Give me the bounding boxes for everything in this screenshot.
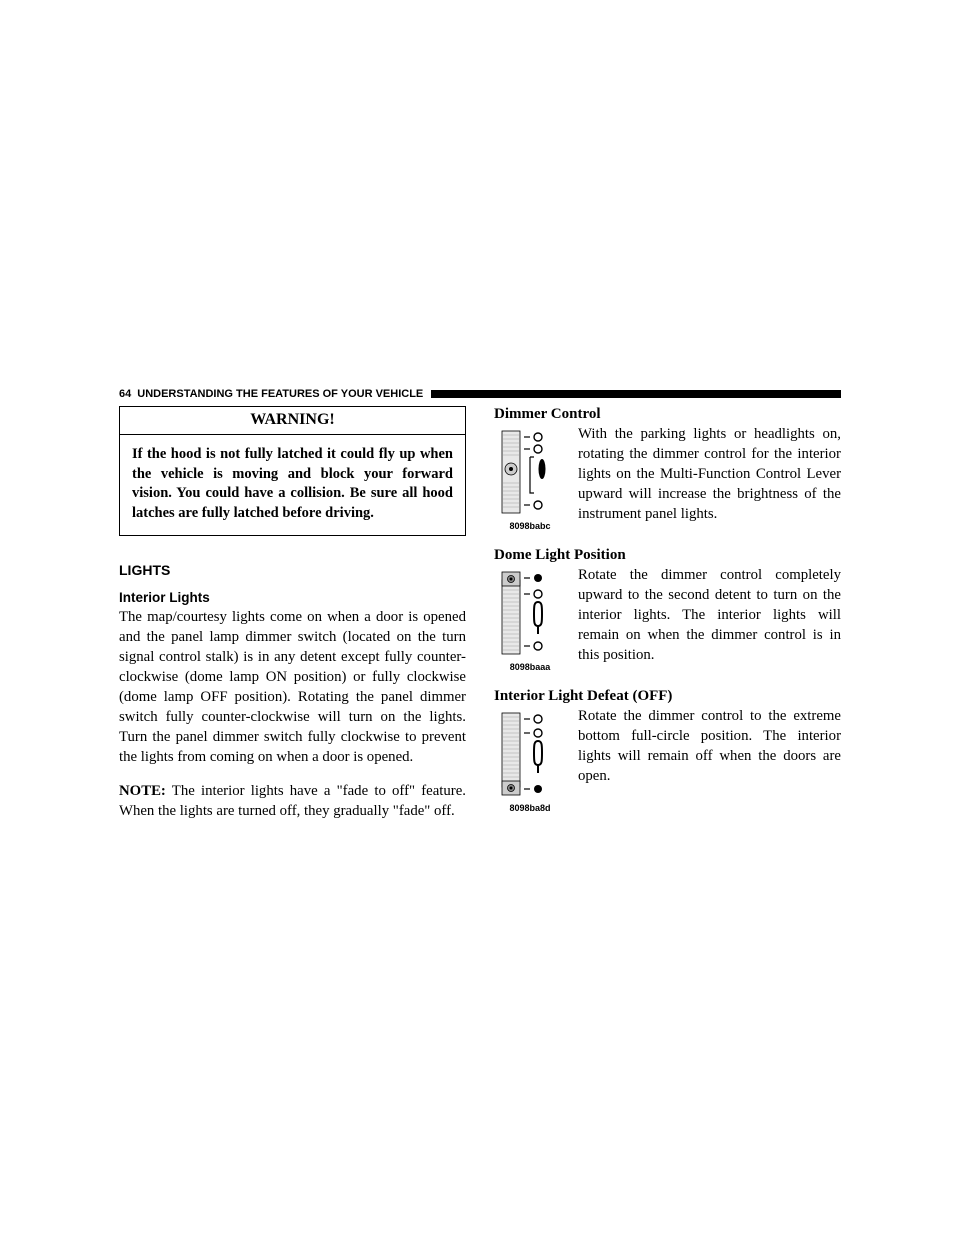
- defeat-row: 8098ba8d Rotate the dimmer control to th…: [494, 707, 841, 813]
- heading-dimmer-control: Dimmer Control: [494, 406, 841, 423]
- dimmer-row: 8098babc With the parking lights or head…: [494, 425, 841, 531]
- left-column: WARNING! If the hood is not fully latche…: [119, 406, 466, 829]
- note-block: NOTE: The interior lights have a "fade t…: [119, 782, 466, 822]
- content-columns: WARNING! If the hood is not fully latche…: [119, 406, 841, 829]
- interior-lights-body: The map/courtesy lights come on when a d…: [119, 608, 466, 768]
- warning-title: WARNING!: [250, 411, 334, 428]
- page-number: 64: [119, 388, 131, 400]
- defeat-body: Rotate the dimmer control to the extreme…: [578, 707, 841, 787]
- note-body: The interior lights have a "fade to off"…: [119, 783, 466, 819]
- page-header: 64 UNDERSTANDING THE FEATURES OF YOUR VE…: [119, 388, 841, 400]
- dome-row: 8098baaa Rotate the dimmer control compl…: [494, 566, 841, 672]
- heading-interior-lights: Interior Lights: [119, 590, 466, 605]
- dimmer-diagram: 8098babc: [494, 425, 566, 531]
- dome-caption: 8098baaa: [510, 662, 551, 672]
- defeat-caption: 8098ba8d: [509, 803, 550, 813]
- section-title: UNDERSTANDING THE FEATURES OF YOUR VEHIC…: [137, 388, 423, 400]
- right-column: Dimmer Control: [494, 406, 841, 829]
- dome-light-icon: [494, 566, 566, 660]
- heading-defeat: Interior Light Defeat (OFF): [494, 688, 841, 705]
- warning-title-row: WARNING!: [120, 407, 465, 435]
- defeat-icon: [494, 707, 566, 801]
- dimmer-control-icon: [494, 425, 566, 519]
- defeat-section: Interior Light Defeat (OFF): [494, 688, 841, 813]
- warning-body: If the hood is not fully latched it coul…: [120, 435, 465, 535]
- header-rule: [431, 390, 841, 398]
- document-page: 64 UNDERSTANDING THE FEATURES OF YOUR VE…: [0, 0, 954, 829]
- heading-lights: LIGHTS: [119, 562, 466, 578]
- dimmer-body: With the parking lights or headlights on…: [578, 425, 841, 525]
- dome-light-section: Dome Light Position: [494, 547, 841, 672]
- dome-body: Rotate the dimmer control completely upw…: [578, 566, 841, 666]
- dome-diagram: 8098baaa: [494, 566, 566, 672]
- defeat-diagram: 8098ba8d: [494, 707, 566, 813]
- dimmer-control-section: Dimmer Control: [494, 406, 841, 531]
- warning-box: WARNING! If the hood is not fully latche…: [119, 406, 466, 536]
- dimmer-caption: 8098babc: [509, 521, 550, 531]
- heading-dome-light: Dome Light Position: [494, 547, 841, 564]
- note-label: NOTE:: [119, 783, 166, 799]
